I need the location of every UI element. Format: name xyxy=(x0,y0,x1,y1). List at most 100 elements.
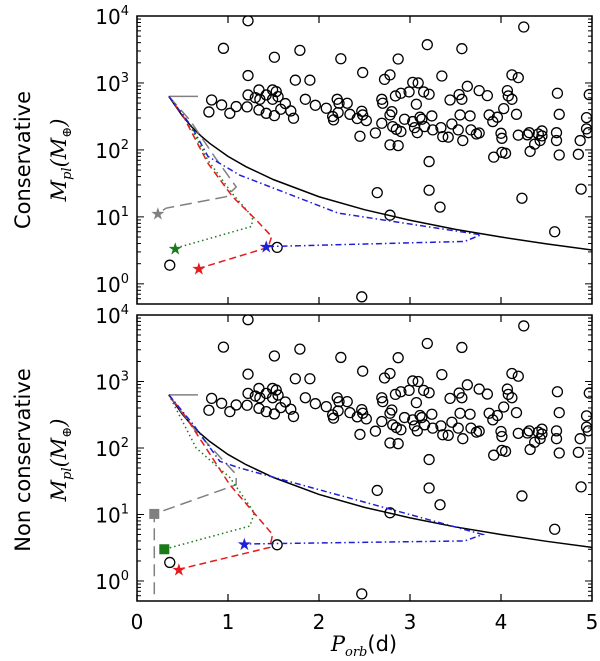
observed-planet-point xyxy=(299,93,312,105)
observed-planet-point xyxy=(410,396,423,409)
observed-planet-point xyxy=(309,99,322,111)
observed-planet-point xyxy=(357,109,369,121)
observed-planet-point xyxy=(215,397,228,409)
observed-planet-point xyxy=(414,409,426,422)
observed-planet-point xyxy=(260,405,272,418)
observed-planet-point xyxy=(271,539,283,551)
x-axis-label: Porb(d) xyxy=(330,632,397,660)
observed-planet-point xyxy=(354,428,366,441)
observed-planet-point xyxy=(268,350,281,362)
track-end-square-green xyxy=(159,544,170,555)
observed-planet-point xyxy=(407,76,419,89)
observed-planet-point xyxy=(205,94,218,106)
observed-planet-point xyxy=(574,433,586,445)
observed-planet-point xyxy=(491,409,504,422)
track-end-star-blue: ★ xyxy=(237,535,252,555)
observed-planet-point xyxy=(384,139,396,151)
observed-planet-point xyxy=(332,106,344,119)
observed-planet-point xyxy=(230,399,242,411)
observed-planet-point xyxy=(464,110,476,122)
observed-planet-point xyxy=(410,98,423,110)
observed-planet-point xyxy=(304,74,316,86)
observed-planet-point xyxy=(341,395,353,408)
x-tick-label: 0 xyxy=(131,610,144,634)
observed-planet-point xyxy=(403,86,415,98)
track-end-star-red: ★ xyxy=(191,259,206,279)
observed-planet-point xyxy=(436,368,448,381)
observed-planet-point xyxy=(384,69,396,81)
track-red xyxy=(168,394,274,571)
observed-planet-point xyxy=(434,499,446,511)
observed-planet-point xyxy=(498,401,510,413)
observed-planet-point xyxy=(224,107,236,119)
observed-planet-point xyxy=(446,416,458,428)
observed-planet-point xyxy=(272,389,284,401)
observed-planet-point xyxy=(423,88,435,100)
observed-planet-point xyxy=(398,113,411,125)
observed-planet-point xyxy=(285,105,297,117)
observed-planet-point xyxy=(242,315,254,326)
observed-planet-point xyxy=(506,367,518,380)
observed-planet-point xyxy=(516,490,528,502)
track-gray xyxy=(157,95,238,214)
observed-planet-point xyxy=(395,87,407,99)
observed-planet-point xyxy=(512,427,524,440)
observed-planet-point xyxy=(423,184,435,196)
observed-planet-point xyxy=(550,425,563,437)
observed-planet-point xyxy=(205,392,218,405)
observed-planet-point xyxy=(464,408,476,420)
observed-planet-point xyxy=(272,90,284,103)
observed-planet-point xyxy=(516,192,528,204)
observed-planet-point xyxy=(423,387,435,399)
y-tick-label: 102 xyxy=(95,436,129,461)
observed-planet-point xyxy=(203,404,215,416)
observed-planet-point xyxy=(434,201,446,213)
observed-planet-point xyxy=(575,183,587,195)
observed-planet-point xyxy=(412,77,424,89)
observed-planet-point xyxy=(392,53,404,65)
observed-planet-point xyxy=(572,148,584,160)
observed-planet-point xyxy=(416,411,428,424)
observed-planet-point xyxy=(473,425,485,437)
y-tick-label: 103 xyxy=(95,369,129,394)
observed-planet-point xyxy=(483,407,495,419)
observed-planet-point xyxy=(582,127,592,139)
observed-planet-point xyxy=(360,413,372,425)
observed-planet-point xyxy=(499,147,512,159)
observed-planet-point xyxy=(285,403,297,415)
observed-planet-point xyxy=(356,588,368,600)
observed-planet-point xyxy=(389,90,402,102)
observed-planet-point xyxy=(398,411,411,424)
observed-planet-point xyxy=(582,425,592,437)
observed-planet-point xyxy=(534,433,546,445)
y-tick-label: 104 xyxy=(95,4,129,29)
observed-planet-point xyxy=(392,438,404,450)
observed-planet-point xyxy=(553,447,565,459)
observed-planet-point xyxy=(510,407,523,419)
observed-planet-point xyxy=(294,44,306,56)
observed-planet-point xyxy=(553,108,565,120)
y-tick-label: 101 xyxy=(95,502,129,527)
observed-planet-point xyxy=(242,368,254,380)
observed-planet-point xyxy=(461,80,473,92)
observed-planet-point xyxy=(279,396,291,408)
observed-planet-point xyxy=(357,407,369,419)
observed-planet-point xyxy=(512,129,524,141)
y-tick-label: 104 xyxy=(95,303,129,328)
observed-planet-point xyxy=(496,430,508,443)
observed-planet-point xyxy=(369,127,382,139)
observed-planet-point xyxy=(436,70,448,82)
observed-planet-point xyxy=(294,343,306,355)
observed-planet-point xyxy=(444,392,456,405)
observed-planet-point xyxy=(473,127,485,139)
observed-planet-point xyxy=(215,99,228,111)
observed-planet-point xyxy=(553,407,565,419)
observed-planet-point xyxy=(341,97,353,109)
observed-planet-point xyxy=(407,375,419,387)
observed-planet-point xyxy=(456,392,468,404)
observed-planet-point xyxy=(392,139,404,152)
plot-area: ★★★★ xyxy=(150,16,592,303)
observed-planet-point xyxy=(452,422,464,434)
observed-planet-point xyxy=(444,94,456,106)
